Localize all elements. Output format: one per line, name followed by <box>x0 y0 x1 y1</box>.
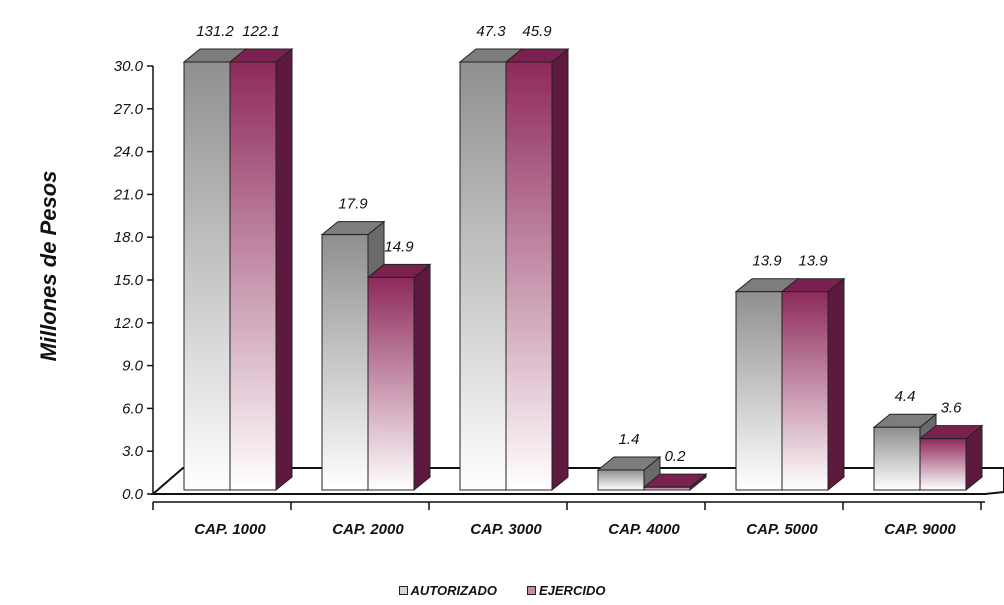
bar-ejercido-cap-3000 <box>504 47 570 492</box>
bar-side <box>275 47 293 492</box>
x-tick-label: CAP. 5000 <box>746 521 818 538</box>
x-tick-label: CAP. 3000 <box>470 521 542 538</box>
value-label: 47.3 <box>476 23 506 40</box>
bar-front <box>781 291 829 491</box>
legend-label-autorizado: AUTORIZADO <box>410 583 497 598</box>
legend-item-ejercido: EJERCIDO <box>526 583 606 598</box>
value-labels: 131.2 122.1 17.9 14.9 47.3 45.9 1.4 0.2 13.9 13.9… <box>196 23 962 465</box>
y-tick-label: 18.0 <box>114 229 144 246</box>
x-axis: CAP. 1000 CAP. 2000 CAP. 3000 CAP. 4000 CAP.… <box>152 501 985 538</box>
value-label: 4.4 <box>895 388 916 405</box>
bar-ejercido-cap-4000 <box>642 473 708 492</box>
legend-swatch-ejercido <box>526 586 536 595</box>
legend-label-ejercido: EJERCIDO <box>538 583 606 598</box>
value-label: 1.4 <box>619 431 640 448</box>
value-label: 17.9 <box>338 196 368 213</box>
y-tick-label: 30.0 <box>114 58 144 75</box>
bar-side <box>413 263 431 492</box>
y-tick-label: 9.0 <box>122 358 144 375</box>
bar-side <box>827 277 845 492</box>
bar-front <box>505 61 553 491</box>
value-label: 13.9 <box>752 253 782 270</box>
value-label: 122.1 <box>242 23 280 40</box>
bars <box>182 47 984 492</box>
x-tick-label: CAP. 9000 <box>884 521 956 538</box>
y-tick-label: 3.0 <box>122 443 144 460</box>
value-label: 45.9 <box>522 23 552 40</box>
bar-front <box>873 426 921 491</box>
legend-item-autorizado: AUTORIZADO <box>398 583 497 598</box>
bar-front <box>597 469 645 491</box>
bar-front <box>459 61 507 491</box>
bar-chart: Millones de Pesos 0.0 3.0 6.0 9.0 12.0 15.0 18… <box>36 23 1004 538</box>
y-tick-label: 24.0 <box>113 144 144 161</box>
bar-ejercido-cap-5000 <box>780 277 846 492</box>
bar-autorizado-cap-4000 <box>596 455 662 492</box>
y-tick-label: 0.0 <box>122 486 144 503</box>
value-label: 0.2 <box>665 448 687 465</box>
y-tick-label: 15.0 <box>114 272 144 289</box>
legend-swatch-autorizado <box>398 586 408 595</box>
legend: AUTORIZADO EJERCIDO <box>0 583 1004 598</box>
bar-ejercido-cap-9000 <box>918 424 984 492</box>
bar-front <box>643 486 691 491</box>
bar-front <box>229 61 277 491</box>
y-tick-label: 12.0 <box>114 315 144 332</box>
y-tick-label: 21.0 <box>113 186 144 203</box>
bar-front <box>735 291 783 491</box>
bar-front <box>919 438 967 491</box>
x-tick-label: CAP. 4000 <box>608 521 680 538</box>
bar-ejercido-cap-2000 <box>366 263 432 492</box>
y-axis-label: Millones de Pesos <box>36 171 61 362</box>
value-label: 13.9 <box>798 253 828 270</box>
x-tick-label: CAP. 2000 <box>332 521 404 538</box>
bar-front <box>321 234 369 491</box>
y-tick-label: 6.0 <box>122 400 144 417</box>
bar-front <box>367 276 415 491</box>
bar-front <box>183 61 231 491</box>
y-tick-label: 27.0 <box>113 101 144 118</box>
y-axis: 0.0 3.0 6.0 9.0 12.0 15.0 18.0 21.0 24.0 27.0 30.0 <box>113 58 154 503</box>
x-tick-label: CAP. 1000 <box>194 521 266 538</box>
bar-ejercido-cap-1000 <box>228 47 294 492</box>
value-label: 3.6 <box>941 400 963 417</box>
value-label: 14.9 <box>384 238 414 255</box>
value-label: 131.2 <box>196 23 234 40</box>
bar-side <box>551 47 569 492</box>
